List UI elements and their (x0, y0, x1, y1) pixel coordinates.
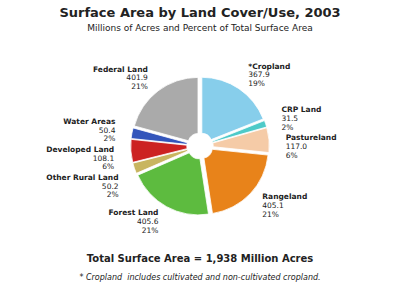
label-percent: 21% (262, 210, 279, 219)
data-label: CRP Land31.52% (281, 105, 321, 131)
label-percent: 6% (102, 162, 114, 171)
pie-slice (204, 149, 268, 213)
data-label: Federal Land401.921% (93, 65, 148, 91)
label-percent: 2% (281, 123, 293, 132)
pie (131, 77, 270, 215)
data-label: *Cropland367.919% (248, 62, 290, 88)
data-label: Water Areas50.42% (63, 117, 116, 143)
label-percent: 6% (286, 151, 298, 160)
footer: Total Surface Area = 1,938 Million Acres (87, 253, 314, 264)
title: Surface Area by Land Cover/Use, 2003 (59, 5, 340, 20)
chart-svg: Surface Area by Land Cover/Use, 2003 Mill… (0, 0, 400, 300)
pie-slice (213, 128, 269, 153)
subtitle: Millions of Acres and Percent of Total S… (87, 23, 312, 33)
label-percent: 2% (104, 134, 116, 143)
footnote: * Cropland includes cultivated and non-c… (79, 273, 320, 282)
data-label: Pastureland117.06% (286, 133, 337, 159)
chart-container: Surface Area by Land Cover/Use, 2003 Mill… (0, 0, 400, 300)
label-percent: 19% (248, 79, 265, 88)
label-percent: 2% (107, 190, 119, 199)
label-percent: 21% (131, 82, 148, 91)
data-label: Other Rural Land50.22% (46, 173, 119, 199)
data-label: Forest Land405.621% (108, 208, 158, 234)
data-label: Developed Land108.16% (46, 145, 114, 171)
label-percent: 21% (142, 226, 159, 235)
data-label: Rangeland405.121% (262, 192, 307, 218)
